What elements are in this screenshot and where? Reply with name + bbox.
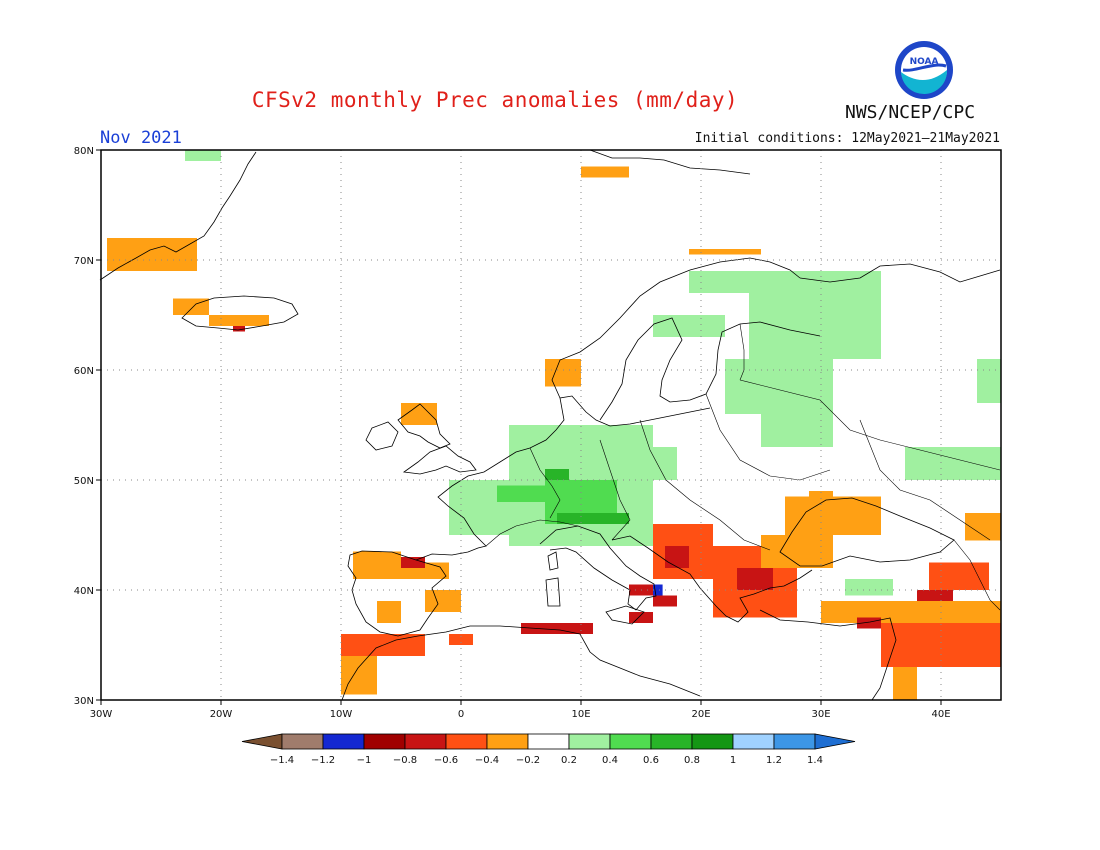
anomaly-cell (545, 359, 581, 387)
colorbar-swatch (568, 733, 611, 750)
colorbar-swatch (404, 733, 447, 750)
anomaly-cell (845, 579, 893, 596)
lon-label: 20W (210, 709, 233, 720)
lon-label: 20E (691, 709, 710, 720)
lat-label: 70N (74, 256, 94, 267)
initial-conditions-label: Initial conditions: 12May2021–21May2021 (694, 131, 1000, 146)
anomaly-cell (821, 601, 1001, 623)
colorbar-label: 0.8 (684, 755, 700, 766)
colorbar-swatch (322, 733, 365, 750)
colorbar-label: −0.8 (393, 755, 417, 766)
colorbar-label: 0.2 (561, 755, 577, 766)
anomaly-cell (737, 568, 773, 590)
colorbar-label: 1.2 (766, 755, 782, 766)
anomaly-cell (917, 590, 953, 601)
colorbar-swatch (363, 733, 406, 750)
anomaly-cell (107, 238, 197, 271)
anomaly-cell (653, 595, 677, 607)
lon-label: 30E (811, 709, 830, 720)
latitude-labels: 30N 40N 50N 60N 70N 80N (74, 146, 94, 707)
valid-month-label: Nov 2021 (100, 128, 182, 148)
anomaly-cell (341, 656, 377, 695)
colorbar-max-arrow (814, 733, 856, 750)
lon-label: 10W (330, 709, 353, 720)
anomaly-cell (653, 584, 663, 596)
colorbar-min-arrow (241, 733, 283, 750)
anomaly-cell (689, 249, 761, 255)
anomaly-cell (353, 551, 401, 579)
colorbar-swatch (650, 733, 693, 750)
lon-label: 0 (458, 709, 464, 720)
anomaly-cell (893, 667, 917, 700)
anomaly-cell (209, 315, 269, 326)
anomaly-cell (233, 326, 245, 332)
colorbar-label: 0.6 (643, 755, 659, 766)
anomaly-cell (557, 513, 629, 524)
lat-label: 30N (74, 696, 94, 707)
colorbar-swatch (445, 733, 488, 750)
anomaly-cell (761, 535, 833, 568)
lon-label: 30W (90, 709, 113, 720)
anomaly-cell (401, 403, 437, 425)
longitude-labels: 30W 20W 10W 0 10E 20E 30E 40E (90, 709, 951, 720)
lat-label: 80N (74, 146, 94, 157)
colorbar-label: 1 (730, 755, 736, 766)
colorbar-label: −1.2 (311, 755, 335, 766)
lon-label: 40E (931, 709, 950, 720)
colorbar-swatch (609, 733, 652, 750)
axis-ticks (96, 149, 942, 705)
colorbar-swatch (691, 733, 734, 750)
anomaly-cell (173, 298, 209, 315)
anomaly-cell (425, 590, 461, 612)
anomaly-cell (977, 359, 1001, 403)
colorbar-swatch (281, 733, 324, 750)
graticule (101, 150, 1001, 700)
anomaly-cell (377, 601, 401, 623)
map-frame (100, 149, 1002, 701)
lon-label: 10E (571, 709, 590, 720)
anomaly-cell (665, 546, 689, 568)
colorbar-label: 1.4 (807, 755, 823, 766)
colorbar-swatch (486, 733, 529, 750)
colorbar-label: −0.2 (516, 755, 540, 766)
anomaly-cell (629, 612, 653, 623)
colorbar-swatch (732, 733, 775, 750)
noaa-logo-icon: NOAA (895, 41, 953, 99)
anomaly-cell (857, 617, 881, 629)
anomaly-cell (761, 403, 833, 447)
map-title: CFSv2 monthly Prec anomalies (mm/day) (251, 88, 739, 112)
lat-label: 40N (74, 586, 94, 597)
colorbar-label: −1 (357, 755, 372, 766)
lat-label: 50N (74, 476, 94, 487)
colorbar-label: 0.4 (602, 755, 618, 766)
anomaly-cell (401, 557, 425, 568)
colorbar-label: −0.6 (434, 755, 458, 766)
anomaly-cell (965, 513, 1001, 541)
colorbar-swatch (527, 733, 570, 750)
colorbar-label: −0.4 (475, 755, 499, 766)
anomaly-cell (581, 166, 629, 178)
anomaly-cell (185, 150, 221, 161)
anomaly-cell (449, 634, 473, 645)
colorbar-label: −1.4 (270, 755, 294, 766)
organization-label: NWS/NCEP/CPC (845, 102, 976, 123)
anomaly-cell (653, 447, 677, 480)
logo-text: NOAA (910, 57, 939, 67)
coastlines (99, 149, 1001, 701)
colorbar-swatch (773, 733, 816, 750)
anomaly-cell (545, 469, 569, 480)
anomaly-cell (809, 491, 833, 513)
anomaly-cell (689, 271, 785, 293)
anomaly-cell (497, 485, 545, 502)
anomaly-cell (929, 562, 989, 590)
lat-label: 60N (74, 366, 94, 377)
colorbar-legend: −1.4 −1.2 −1 −0.8 −0.6 −0.4 −0.2 0.2 0.4 0.6 0.8 1 1… (241, 733, 856, 766)
anomaly-cells (107, 150, 1001, 700)
anomaly-cell (653, 315, 725, 337)
anomaly-cell (521, 623, 593, 634)
anomaly-cell (905, 447, 1001, 480)
